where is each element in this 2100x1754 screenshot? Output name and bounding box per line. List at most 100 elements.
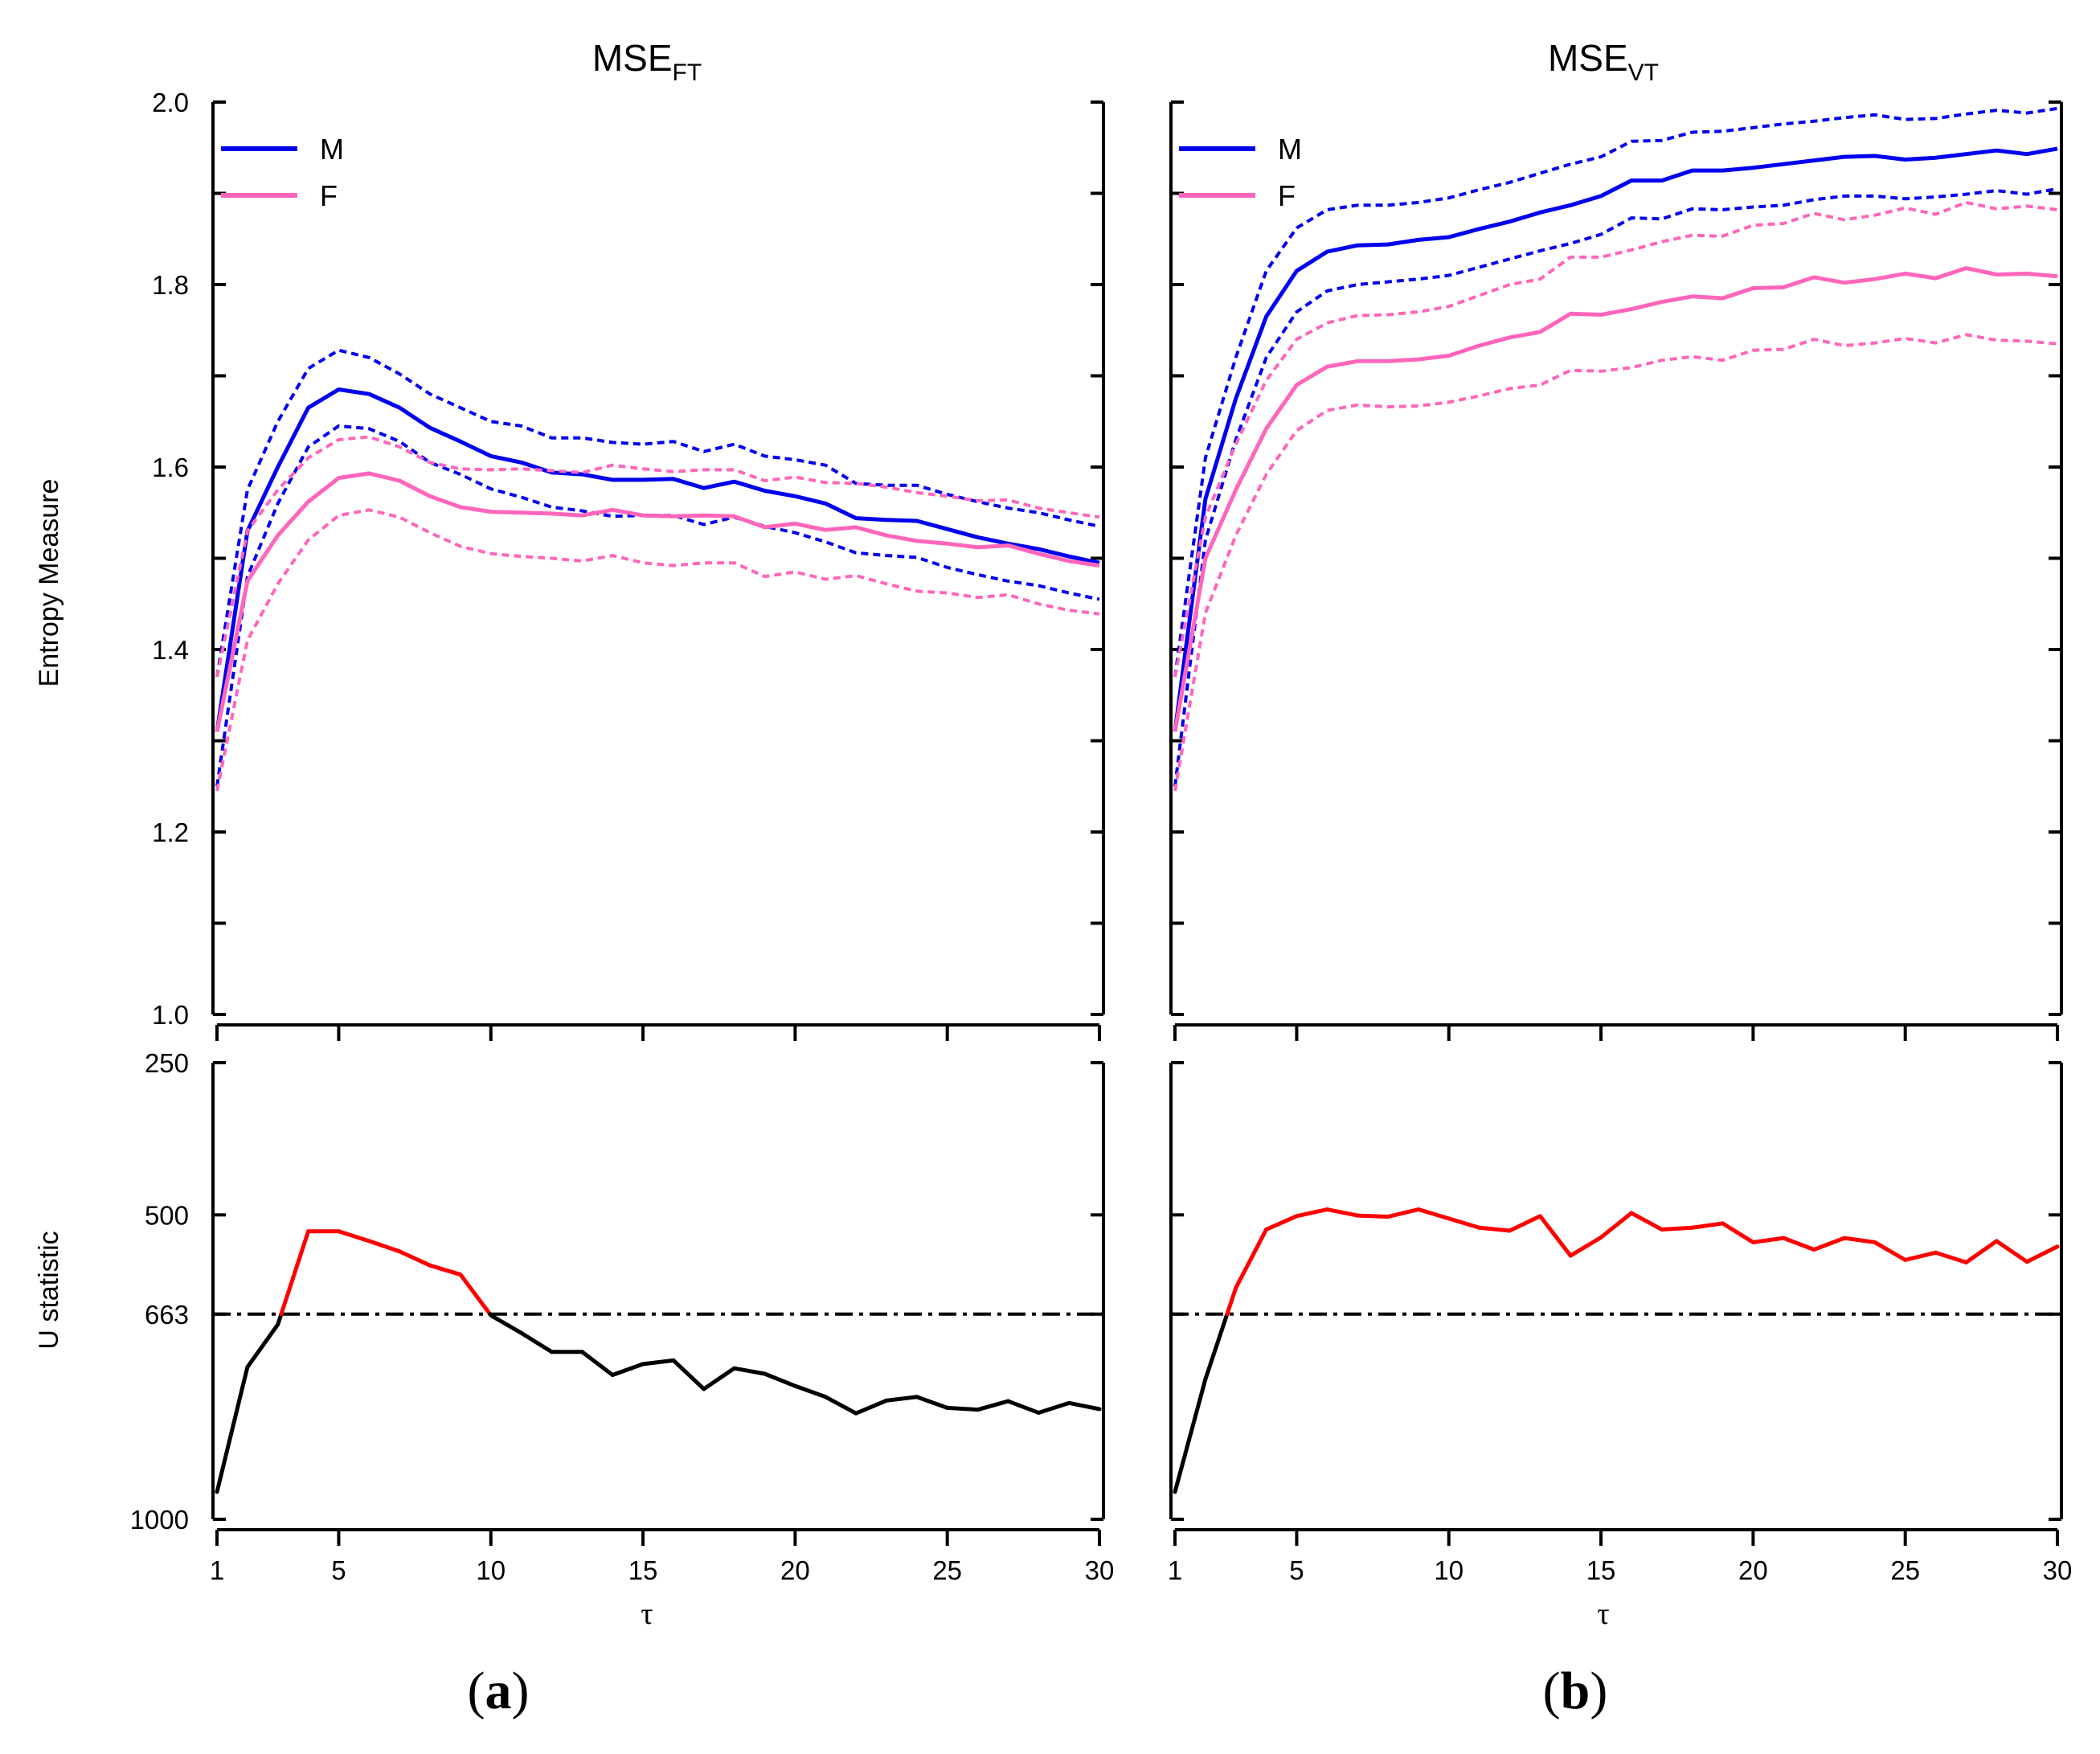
u-statistic-segment [336, 1229, 371, 1244]
u-statistic-segment [1066, 1400, 1102, 1412]
y-tick-label: 1.0 [152, 1000, 189, 1030]
u-statistic-segment [1447, 1216, 1482, 1230]
u-statistic-segment [1416, 1207, 1451, 1221]
x-tick-label: 1 [1168, 1555, 1182, 1585]
u-statistic-segment [519, 1330, 554, 1354]
panel-b-u-statistic-plot: τ (b) 1 5 10 15 20 25 30 [1168, 1061, 2073, 1720]
u-statistic-segment [1537, 1214, 1573, 1258]
panel-b-x-label: τ [1597, 1597, 1609, 1631]
x-tick-label: 5 [331, 1555, 346, 1585]
x-tick-label: 1 [210, 1555, 224, 1585]
u-statistic-segment [610, 1362, 645, 1378]
y-tick-label: 663 [145, 1300, 189, 1330]
u-statistic-segment [1324, 1207, 1360, 1218]
u-statistic-segment [1873, 1240, 1908, 1262]
u-statistic-segment [945, 1405, 980, 1412]
u-statistic-segment [1629, 1211, 1664, 1232]
panel-a-entropy-plot: MSEFT Entropy Measure 1.0 1.2 1.4 1.6 1.8 2.0… [34, 37, 1105, 1041]
legend-label: F [320, 179, 338, 212]
y-tick-label: 250 [145, 1048, 189, 1078]
u-statistic-segment [884, 1395, 919, 1403]
u-statistic-segment [1903, 1250, 1938, 1262]
x-tick-label: 5 [1289, 1555, 1304, 1585]
u-statistic-segment [1781, 1236, 1816, 1252]
x-tick-label: 25 [932, 1555, 962, 1585]
u-statistic-segment [1477, 1225, 1512, 1233]
x-tick-label: 15 [1586, 1555, 1616, 1585]
u-statistic-segment [763, 1371, 797, 1388]
M-solid-line [215, 387, 1100, 732]
u-statistic-segment [2024, 1244, 2060, 1264]
x-tick-label: 20 [1738, 1555, 1768, 1585]
u-statistic-segment [915, 1395, 950, 1410]
legend-label: F [1278, 179, 1296, 212]
u-statistic-segment [1811, 1236, 1847, 1252]
x-tick-label: 20 [780, 1555, 810, 1585]
u-statistic-segment [1225, 1285, 1238, 1317]
panel-a-x-label: τ [641, 1597, 653, 1631]
panel-b-title: MSEVT [1548, 37, 1659, 86]
y-tick-label: 2.0 [152, 88, 189, 117]
entropy-y-label: Entropy Measure [34, 479, 64, 687]
y-tick-label: 1000 [130, 1505, 189, 1535]
F-dashed-line [1173, 200, 2058, 678]
u-statistic-segment [792, 1383, 828, 1400]
F-dashed-line [215, 508, 1100, 792]
y-tick-label: 1.6 [152, 453, 189, 482]
u-statistic-segment [1963, 1239, 1999, 1264]
u-statistic-segment [671, 1358, 706, 1391]
u-statistic-segment [1690, 1221, 1725, 1230]
u-statistic-segment [1234, 1227, 1269, 1290]
F-dashed-line [1173, 333, 2058, 792]
u-statistic-segment [1355, 1213, 1390, 1219]
u-statistic-segment [1842, 1236, 1877, 1244]
u-statistic-segment [1294, 1207, 1329, 1219]
u-statistic-segment [458, 1272, 493, 1317]
u-statistic-segment [823, 1395, 858, 1416]
legend-label: M [1278, 133, 1302, 166]
y-tick-label: 1.4 [152, 635, 189, 665]
u-statistic-segment [1994, 1239, 2029, 1264]
u-statistic-segment [732, 1366, 768, 1376]
legend-label: M [320, 133, 344, 166]
u-statistic-segment [245, 1322, 280, 1370]
u-statistic-segment [702, 1366, 737, 1391]
M-dashed-line [215, 348, 1100, 678]
u-statistic-segment [579, 1350, 615, 1378]
x-tick-label: 10 [476, 1555, 506, 1585]
u-statistic-segment [397, 1249, 432, 1268]
u-statistic-y-label: U statistic [34, 1231, 64, 1349]
u-statistic-segment [1568, 1235, 1603, 1258]
u-statistic-segment [1721, 1221, 1755, 1244]
y-tick-label: 500 [145, 1200, 189, 1230]
u-statistic-segment [1386, 1207, 1421, 1219]
x-tick-label: 10 [1434, 1555, 1463, 1585]
u-statistic-segment [489, 1313, 524, 1335]
u-statistic-segment [279, 1229, 311, 1317]
x-tick-label: 30 [2043, 1555, 2073, 1585]
y-tick-label: 1.8 [152, 270, 189, 300]
u-statistic-segment [1599, 1211, 1634, 1240]
u-statistic-segment [976, 1399, 1010, 1412]
panel-a-title: MSEFT [592, 37, 702, 86]
u-statistic-segment [428, 1263, 463, 1277]
u-statistic-segment [1203, 1312, 1230, 1382]
y-tick-label: 1.2 [152, 818, 189, 847]
F-dashed-line [215, 435, 1100, 678]
panel-b-label: (b) [1543, 1662, 1608, 1720]
M-solid-line [1173, 146, 2058, 732]
u-statistic-segment [1507, 1214, 1542, 1233]
u-statistic-segment [366, 1239, 402, 1254]
panel-a-label: (a) [468, 1662, 530, 1720]
u-statistic-segment [854, 1398, 889, 1416]
F-solid-line [1173, 266, 2058, 732]
u-statistic-segment [1264, 1214, 1299, 1232]
panel-b-entropy-plot: MSEVT MF [1169, 37, 2063, 1041]
u-statistic-segment [1036, 1400, 1071, 1415]
u-statistic-segment [1173, 1377, 1208, 1494]
u-statistic-segment [1005, 1399, 1041, 1415]
u-statistic-segment [1934, 1250, 1968, 1264]
x-tick-label: 15 [628, 1555, 658, 1585]
